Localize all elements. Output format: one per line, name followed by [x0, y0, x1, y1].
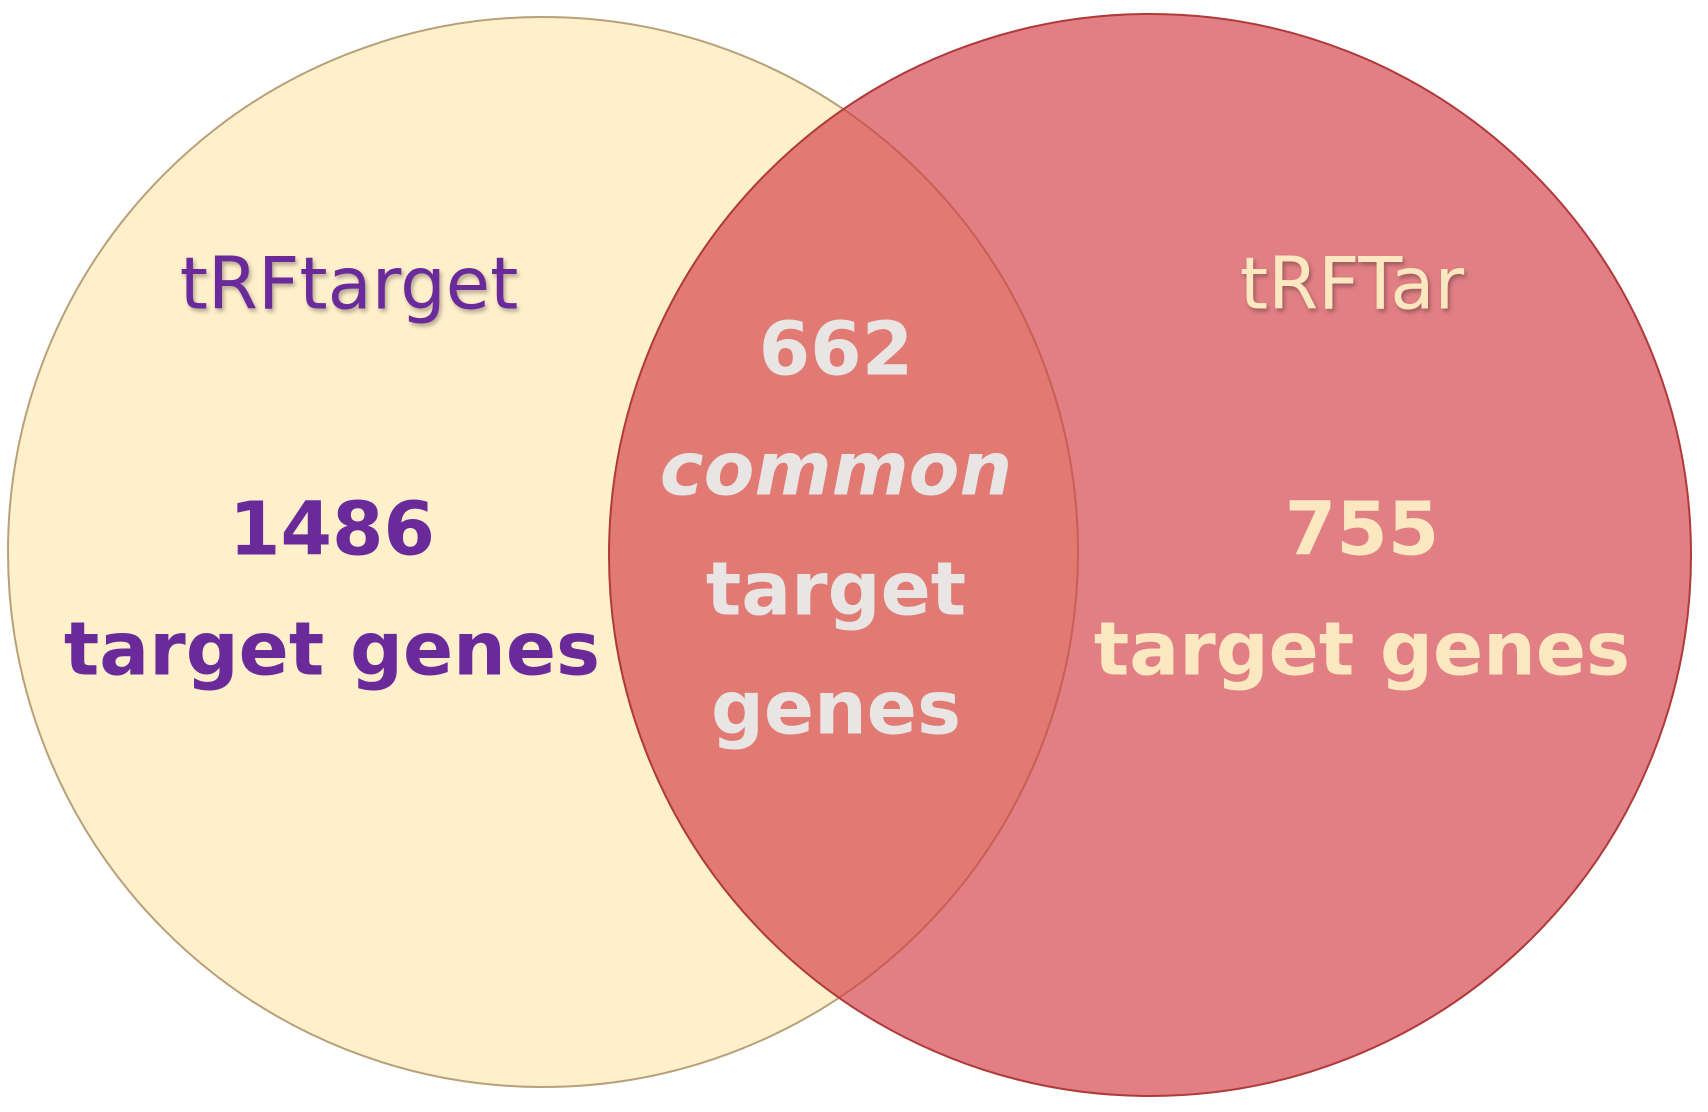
- intersection-caption: genes: [711, 666, 961, 752]
- set-caption: target genes: [64, 607, 600, 693]
- intersection-qualifier: common: [660, 427, 1012, 513]
- set-caption: target genes: [1094, 607, 1630, 693]
- set-count: 1486: [229, 487, 435, 573]
- set-count: 755: [1285, 487, 1439, 573]
- intersection-count: 662: [759, 307, 913, 393]
- intersection-caption: target: [706, 547, 966, 633]
- set-label: tRFtarget: [180, 242, 519, 326]
- set-circle-right: [608, 13, 1692, 1097]
- set-label: tRFTar: [1240, 242, 1465, 326]
